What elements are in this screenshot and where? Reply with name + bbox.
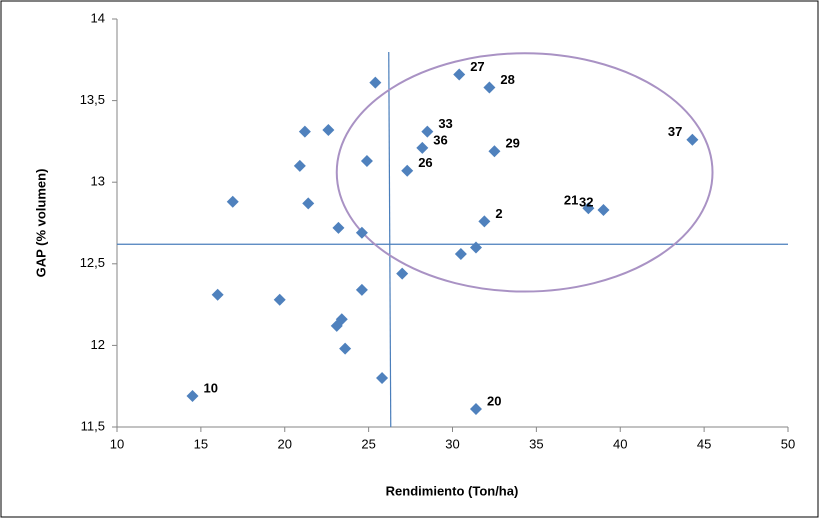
point-label: 29 [505, 136, 519, 151]
data-point [302, 197, 315, 210]
data-point [298, 125, 311, 138]
point-label: 27 [470, 59, 484, 74]
x-tick-label: 25 [361, 436, 375, 451]
y-tick-label: 12,5 [80, 255, 105, 270]
y-tick-label: 13,5 [80, 92, 105, 107]
x-tick-label: 10 [110, 436, 124, 451]
data-point [483, 81, 496, 94]
data-point [396, 267, 409, 280]
data-point [332, 221, 345, 234]
data-point [478, 215, 491, 228]
data-point [273, 293, 286, 306]
data-point [211, 288, 224, 301]
point-label: 37 [668, 124, 682, 139]
reference-line-vertical [388, 51, 392, 428]
point-label: 32 [579, 194, 593, 209]
data-point [322, 123, 335, 136]
x-tick-label: 30 [445, 436, 459, 451]
data-point [454, 248, 467, 261]
data-point [226, 195, 239, 208]
data-point [488, 145, 501, 158]
data-point [376, 372, 389, 385]
data-point [335, 313, 348, 326]
point-label: 33 [438, 116, 452, 131]
data-point [339, 342, 352, 355]
point-label: 2 [495, 206, 502, 221]
data-point [469, 403, 482, 416]
data-point [686, 133, 699, 146]
x-tick-label: 50 [781, 436, 795, 451]
data-point [186, 389, 199, 402]
y-tick-label: 12 [91, 337, 105, 352]
x-tick-label: 20 [278, 436, 292, 451]
x-tick-label: 40 [613, 436, 627, 451]
data-point [360, 154, 373, 167]
y-tick-label: 11,5 [81, 418, 105, 433]
x-tick-label: 35 [529, 436, 543, 451]
data-point [369, 76, 382, 89]
data-point [421, 125, 434, 138]
y-tick-label: 14 [91, 10, 105, 25]
data-point [469, 241, 482, 254]
data-point [453, 68, 466, 81]
y-axis-title: GAP (% volumen) [33, 169, 48, 278]
point-label: 36 [433, 132, 447, 147]
y-tick-label: 13 [91, 174, 105, 189]
data-point [355, 226, 368, 239]
x-axis-title: Rendimiento (Ton/ha) [386, 483, 519, 498]
point-label: 21 [564, 193, 578, 208]
point-label: 20 [487, 393, 501, 408]
data-point [401, 164, 414, 177]
data-point [355, 283, 368, 296]
x-tick-label: 45 [697, 436, 711, 451]
data-point [416, 141, 429, 154]
data-point [582, 202, 595, 215]
point-label: 26 [418, 155, 432, 170]
highlight-ellipse [335, 52, 714, 293]
data-point [597, 203, 610, 216]
point-label: 10 [203, 380, 217, 395]
point-label: 28 [500, 72, 514, 87]
data-point [293, 159, 306, 172]
x-tick-label: 15 [194, 436, 208, 451]
